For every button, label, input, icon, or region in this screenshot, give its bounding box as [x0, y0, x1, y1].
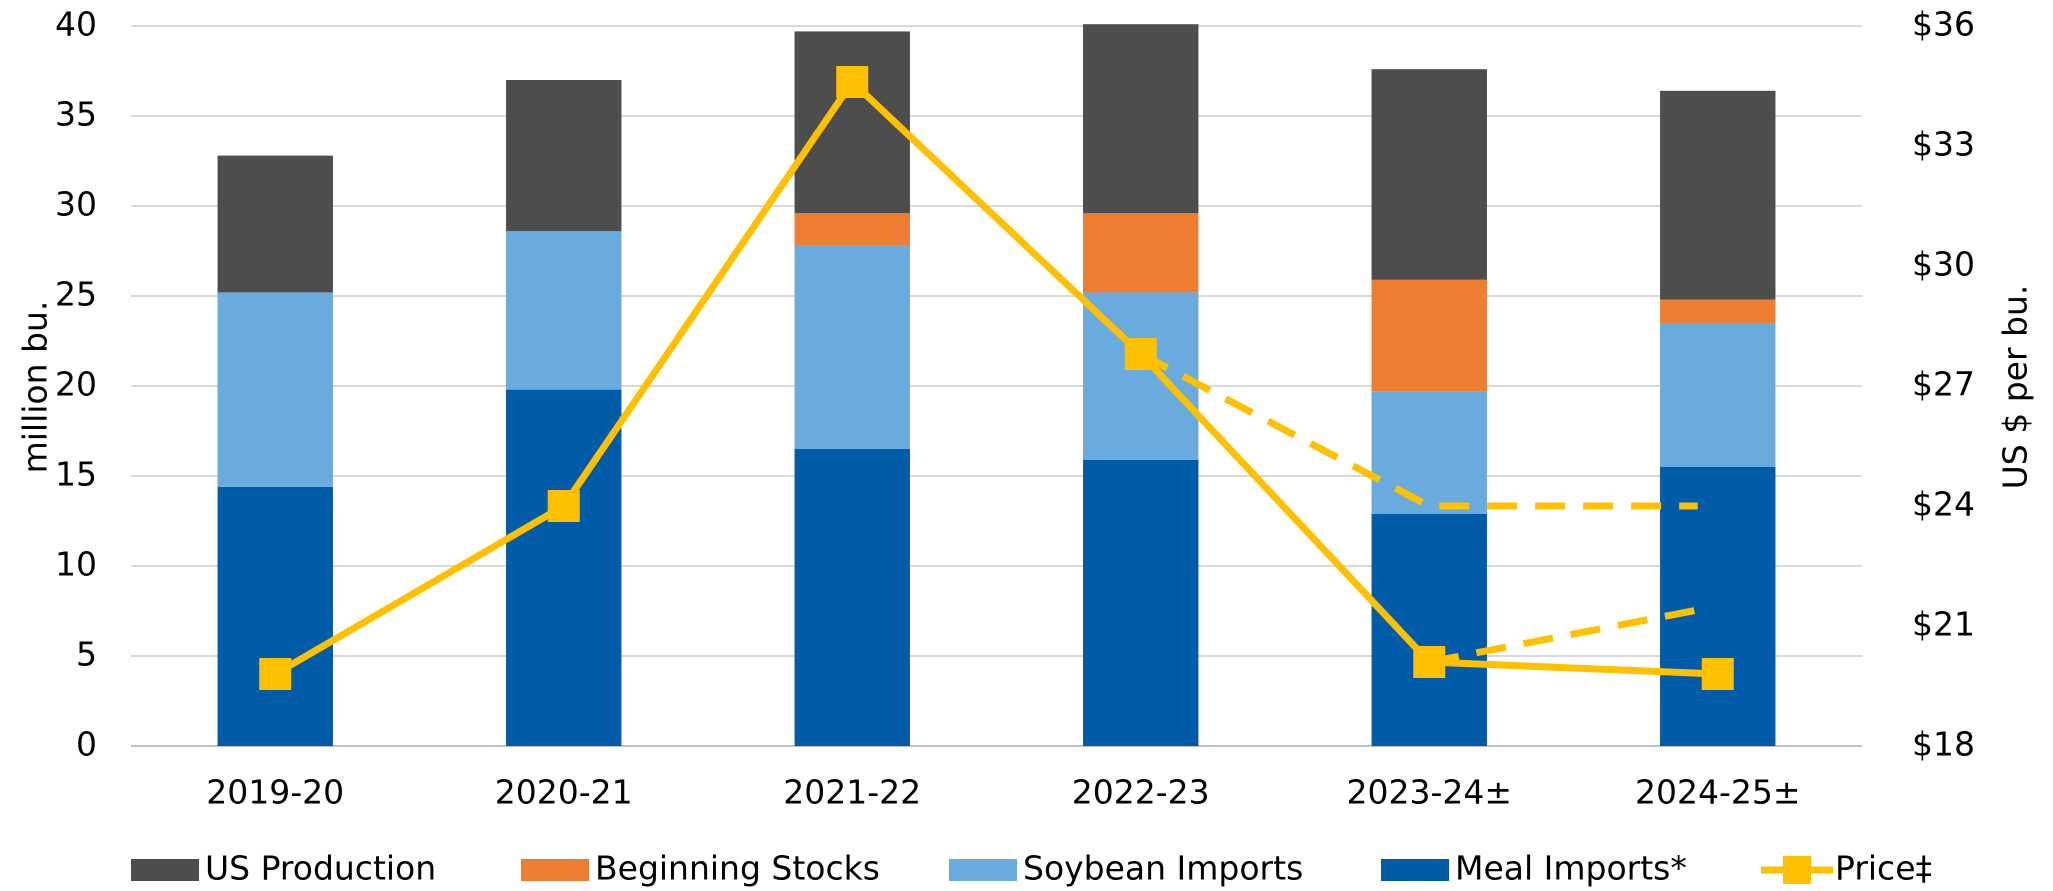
bar-segment — [506, 231, 622, 390]
legend-label: Meal Imports* — [1455, 849, 1687, 888]
bar-segment — [217, 292, 333, 487]
price-marker — [1124, 338, 1157, 370]
legend-swatch — [131, 859, 199, 881]
y-tick-label: 30 — [55, 185, 97, 224]
legend-swatch — [521, 859, 589, 881]
legend-marker — [1783, 856, 1811, 884]
y-tick-label: 40 — [55, 5, 97, 44]
bar-segment — [794, 213, 910, 246]
bar-segment — [217, 155, 333, 293]
y2-tick-label: $24 — [1912, 485, 1975, 524]
price-marker — [1413, 646, 1446, 678]
bar-segment — [1083, 213, 1199, 293]
bar-segment — [794, 245, 910, 449]
x-tick-label: 2022-23 — [1072, 773, 1210, 812]
bar-segment — [1371, 279, 1487, 392]
x-tick-label: 2021-22 — [783, 773, 921, 812]
y-tick-label: 20 — [55, 365, 97, 404]
y-tick-label: 10 — [55, 545, 97, 584]
bar-segment — [1660, 299, 1776, 323]
legend-label: Beginning Stocks — [595, 849, 880, 888]
bar-segment — [217, 486, 333, 746]
y2-tick-label: $21 — [1912, 605, 1975, 644]
price-range-high — [1139, 350, 1698, 510]
y-axis-label: million bu. — [16, 301, 55, 474]
x-tick-label: 2023-24± — [1346, 773, 1512, 812]
y-tick-label: 15 — [55, 455, 97, 494]
price-marker — [259, 658, 292, 690]
legend-label: Price‡ — [1835, 849, 1932, 888]
y2-tick-label: $27 — [1912, 365, 1975, 404]
y2-tick-label: $30 — [1912, 245, 1975, 284]
price-marker — [547, 490, 580, 522]
bar-segment — [1660, 467, 1776, 746]
y-tick-label: 0 — [76, 725, 97, 764]
y-tick-label: 5 — [76, 635, 97, 674]
x-tick-label: 2024-25± — [1635, 773, 1801, 812]
legend-swatch — [1381, 859, 1449, 881]
bar-segment — [1371, 513, 1487, 746]
bar-segment — [1660, 323, 1776, 467]
y2-tick-label: $33 — [1912, 125, 1975, 164]
bar-segment — [1083, 459, 1199, 746]
y2-tick-label: $18 — [1912, 725, 1975, 764]
bar-segment — [1660, 90, 1776, 300]
legend-label: US Production — [205, 849, 436, 888]
bar-segment — [1371, 69, 1487, 280]
legend-swatch — [949, 859, 1017, 881]
bar-segment — [794, 449, 910, 746]
x-tick-label: 2020-21 — [495, 773, 633, 812]
bar-segment — [1371, 391, 1487, 514]
price-marker — [836, 66, 869, 98]
legend-label: Soybean Imports — [1023, 849, 1303, 888]
y2-axis-label: US $ per bu. — [1996, 285, 2035, 490]
x-tick-label: 2019-20 — [206, 773, 344, 812]
bar-segment — [506, 80, 622, 232]
y-tick-label: 25 — [55, 275, 97, 314]
bar-segment — [1083, 24, 1199, 214]
price-line — [273, 78, 1718, 678]
y-tick-label: 35 — [55, 95, 97, 134]
y2-tick-label: $36 — [1912, 5, 1975, 44]
price-marker — [1701, 658, 1734, 690]
